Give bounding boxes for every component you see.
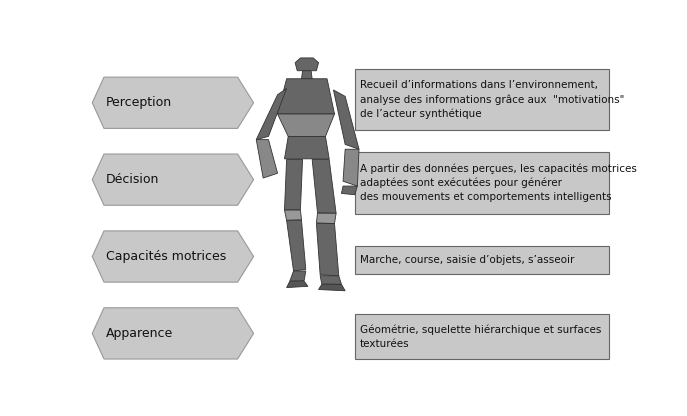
Polygon shape xyxy=(319,285,345,291)
Polygon shape xyxy=(92,154,254,205)
Polygon shape xyxy=(312,159,336,213)
FancyBboxPatch shape xyxy=(354,69,609,130)
Polygon shape xyxy=(92,231,254,282)
Polygon shape xyxy=(343,149,359,186)
Text: A partir des données perçues, les capacités motrices
adaptées sont exécutées pou: A partir des données perçues, les capaci… xyxy=(360,163,637,203)
Text: Perception: Perception xyxy=(106,96,172,109)
Polygon shape xyxy=(302,71,312,79)
Text: Géométrie, squelette hiérarchique et surfaces
texturées: Géométrie, squelette hiérarchique et sur… xyxy=(360,324,601,349)
FancyBboxPatch shape xyxy=(354,152,609,213)
FancyBboxPatch shape xyxy=(354,314,609,359)
Text: Décision: Décision xyxy=(106,173,159,186)
Polygon shape xyxy=(317,213,336,223)
Polygon shape xyxy=(295,58,319,71)
Polygon shape xyxy=(256,140,278,178)
Text: Marche, course, saisie d’objets, s’asseoir: Marche, course, saisie d’objets, s’asseo… xyxy=(360,255,574,265)
Polygon shape xyxy=(278,114,335,136)
Polygon shape xyxy=(92,77,254,129)
Polygon shape xyxy=(317,223,339,276)
Polygon shape xyxy=(284,159,302,210)
Polygon shape xyxy=(290,271,306,281)
Polygon shape xyxy=(320,276,341,285)
Text: Recueil d’informations dans l’environnement,
analyse des informations grâce aux : Recueil d’informations dans l’environnem… xyxy=(360,80,624,119)
Polygon shape xyxy=(286,281,308,287)
Polygon shape xyxy=(92,308,254,359)
Polygon shape xyxy=(286,220,306,271)
Polygon shape xyxy=(284,136,329,159)
Text: Apparence: Apparence xyxy=(106,327,173,340)
Polygon shape xyxy=(256,88,286,140)
Text: Capacités motrices: Capacités motrices xyxy=(106,250,226,263)
Polygon shape xyxy=(278,79,335,114)
FancyBboxPatch shape xyxy=(354,245,609,274)
Polygon shape xyxy=(341,186,357,195)
Polygon shape xyxy=(333,90,359,149)
Polygon shape xyxy=(284,210,302,220)
